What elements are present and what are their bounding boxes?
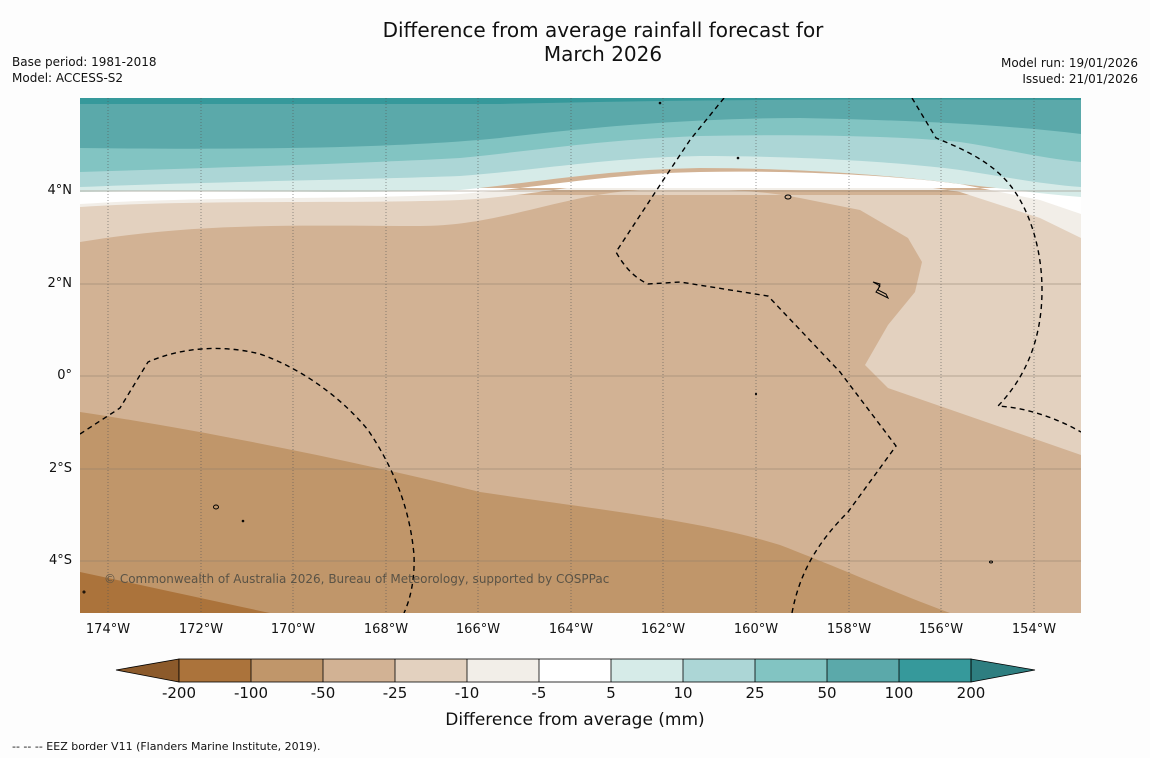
colorbar-tick: 200 — [956, 684, 986, 702]
colorbar-tick: -50 — [310, 684, 336, 702]
base-period: Base period: 1981-2018 — [12, 55, 157, 69]
model-run: Model run: 19/01/2026 — [1000, 56, 1138, 70]
lon-label: 160°W — [733, 622, 779, 637]
colorbar-tick: -10 — [454, 684, 480, 702]
lon-label: 168°W — [363, 622, 409, 637]
colorbar-tick: -25 — [382, 684, 408, 702]
lon-label: 174°W — [85, 622, 131, 637]
lon-label: 170°W — [270, 622, 316, 637]
lon-label: 166°W — [455, 622, 501, 637]
region-normal-north — [80, 171, 1081, 214]
colorbar-seg-3 — [395, 659, 467, 682]
lon-label: 172°W — [178, 622, 224, 637]
lat-label: 2°S — [48, 461, 72, 476]
issued-date: Issued: 21/01/2026 — [1022, 72, 1138, 86]
lon-label: 162°W — [640, 622, 686, 637]
region-dry-very-high-south — [80, 572, 270, 613]
colorbar-tick: 50 — [817, 684, 837, 702]
copyright-notice: © Commonwealth of Australia 2026, Bureau… — [104, 572, 610, 586]
lat-label: 2°N — [47, 276, 73, 291]
model-name: Model: ACCESS-S2 — [12, 71, 124, 85]
colorbar-tick: -200 — [161, 684, 197, 702]
colorbar-tick: -5 — [531, 684, 547, 702]
region-wet-high — [80, 98, 1081, 149]
lon-label: 154°W — [1011, 622, 1057, 637]
lon-label: 158°W — [826, 622, 872, 637]
lat-label: 4°N — [47, 183, 73, 198]
meta-right: Model run: 19/01/2026 Issued: 21/01/2026 — [1001, 55, 1138, 87]
colorbar-title: Difference from average (mm) — [445, 710, 705, 730]
colorbar-seg-1 — [251, 659, 323, 682]
colorbar-seg-7 — [683, 659, 755, 682]
chart-title: Difference from average rainfall forecas… — [0, 18, 1150, 66]
colorbar-tick: 25 — [745, 684, 765, 702]
islands — [82, 101, 993, 594]
title-line-1: Difference from average rainfall forecas… — [382, 18, 824, 42]
lon-label: 164°W — [548, 622, 594, 637]
eez-borders — [80, 98, 1081, 613]
colorbar-tick: 5 — [606, 684, 616, 702]
region-wet-very-high — [80, 98, 1081, 104]
meta-left: Base period: 1981-2018 Model: ACCESS-S2 — [12, 54, 157, 86]
colorbar-seg-5 — [539, 659, 611, 682]
eez-legend-note: -- -- -- EEZ border V11 (Flanders Marine… — [12, 740, 321, 753]
colorbar-tick: -100 — [233, 684, 269, 702]
colorbar-seg-8 — [755, 659, 827, 682]
region-dry-high-south — [80, 412, 950, 613]
colorbar-seg-2 — [323, 659, 395, 682]
colorbar-seg-10 — [899, 659, 971, 682]
lon-label: 156°W — [918, 622, 964, 637]
title-line-2: March 2026 — [543, 42, 663, 66]
colorbar-tick: 100 — [884, 684, 914, 702]
colorbar-seg-6 — [611, 659, 683, 682]
colorbar-under-triangle — [115, 658, 180, 683]
colorbar-tick: 10 — [673, 684, 693, 702]
colorbar-seg-4 — [467, 659, 539, 682]
lat-label: 0° — [57, 368, 72, 383]
colorbar — [115, 658, 1036, 683]
region-dry-light-north — [80, 188, 1081, 455]
colorbar-over-triangle — [970, 658, 1036, 683]
colorbar-seg-0 — [179, 659, 251, 682]
colorbar-seg-9 — [827, 659, 899, 682]
lat-label: 4°S — [48, 553, 72, 568]
